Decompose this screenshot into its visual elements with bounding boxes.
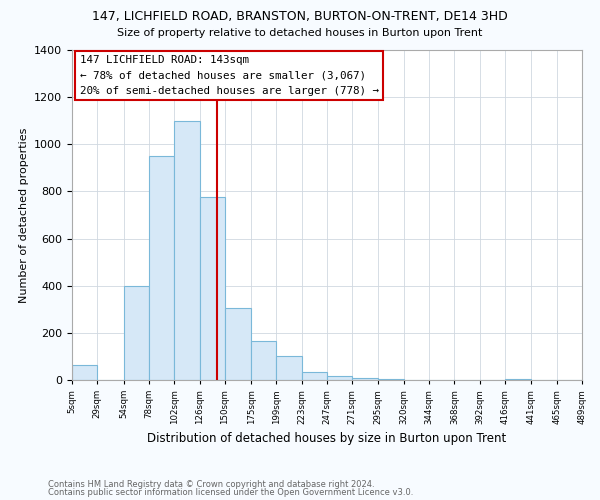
Bar xyxy=(149,156,174,380)
Text: Contains public sector information licensed under the Open Government Licence v3: Contains public sector information licen… xyxy=(48,488,413,497)
Text: 147, LICHFIELD ROAD, BRANSTON, BURTON-ON-TRENT, DE14 3HD: 147, LICHFIELD ROAD, BRANSTON, BURTON-ON… xyxy=(92,10,508,23)
Bar xyxy=(174,120,199,380)
Bar xyxy=(377,379,404,380)
Bar xyxy=(199,198,225,380)
X-axis label: Distribution of detached houses by size in Burton upon Trent: Distribution of detached houses by size … xyxy=(148,432,506,445)
Bar xyxy=(505,379,532,380)
Text: 147 LICHFIELD ROAD: 143sqm
← 78% of detached houses are smaller (3,067)
20% of s: 147 LICHFIELD ROAD: 143sqm ← 78% of deta… xyxy=(80,55,379,96)
Bar xyxy=(352,378,377,380)
Bar xyxy=(225,308,251,380)
Y-axis label: Number of detached properties: Number of detached properties xyxy=(19,128,29,302)
Text: Size of property relative to detached houses in Burton upon Trent: Size of property relative to detached ho… xyxy=(118,28,482,38)
Bar xyxy=(277,356,302,380)
Bar xyxy=(251,341,277,380)
Bar xyxy=(124,286,149,380)
Text: Contains HM Land Registry data © Crown copyright and database right 2024.: Contains HM Land Registry data © Crown c… xyxy=(48,480,374,489)
Bar xyxy=(302,372,327,380)
Bar xyxy=(72,364,97,380)
Bar xyxy=(327,376,352,380)
